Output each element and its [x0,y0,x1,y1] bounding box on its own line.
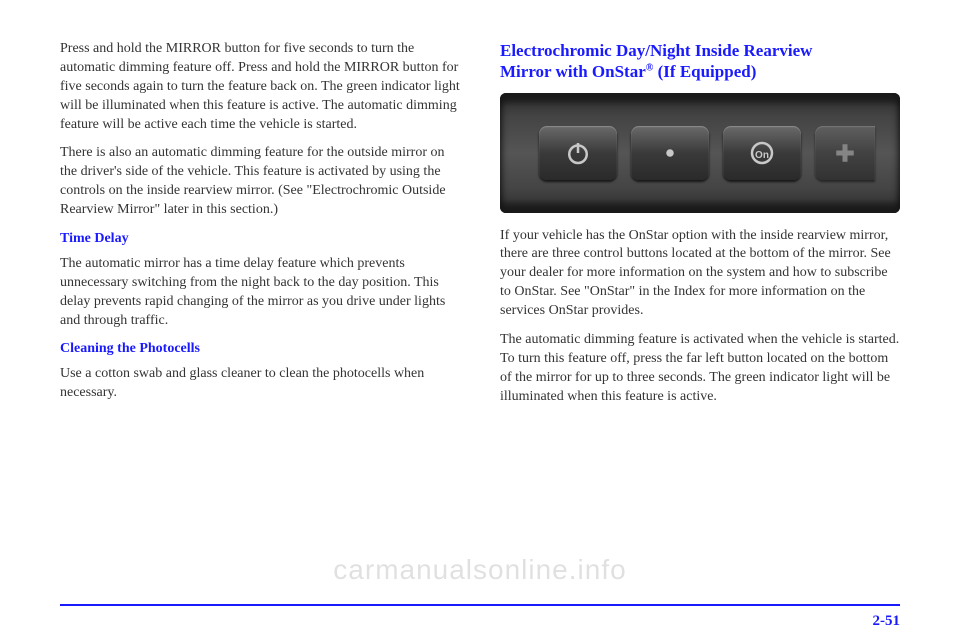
title-line-2a: Mirror with OnStar [500,62,646,81]
mirror-button-dot [631,126,709,180]
title-line-1: Electrochromic Day/Night Inside Rearview [500,41,812,60]
onstar-icon: On [747,138,777,168]
mirror-button-onstar: On [723,126,801,180]
mirror-controls-photo: On [500,93,900,213]
mirror-photo-container: On [500,93,900,213]
plus-icon [830,138,860,168]
page-number: 2-51 [873,613,901,630]
section-title: Electrochromic Day/Night Inside Rearview… [500,40,900,83]
mirror-button-power [539,126,617,180]
left-column: Press and hold the MIRROR button for fiv… [60,40,460,417]
two-column-layout: Press and hold the MIRROR button for fiv… [60,40,900,417]
watermark-text: carmanualsonline.info [0,554,960,586]
right-paragraph-1: If your vehicle has the OnStar option wi… [500,227,900,321]
left-paragraph-4: Use a cotton swab and glass cleaner to c… [60,365,460,403]
svg-text:On: On [755,150,769,161]
left-paragraph-3: The automatic mirror has a time delay fe… [60,255,460,331]
title-line-2b: (If Equipped) [653,62,756,81]
right-paragraph-2: The automatic dimming feature is activat… [500,331,900,407]
left-paragraph-1: Press and hold the MIRROR button for fiv… [60,40,460,134]
power-icon [563,138,593,168]
left-paragraph-2: There is also an automatic dimming featu… [60,144,460,220]
subheading-time-delay: Time Delay [60,230,460,249]
right-column: Electrochromic Day/Night Inside Rearview… [500,40,900,417]
dot-icon [655,138,685,168]
manual-page: Press and hold the MIRROR button for fiv… [0,0,960,640]
footer-rule [60,604,900,606]
mirror-button-emergency [815,126,875,180]
subheading-cleaning: Cleaning the Photocells [60,340,460,359]
